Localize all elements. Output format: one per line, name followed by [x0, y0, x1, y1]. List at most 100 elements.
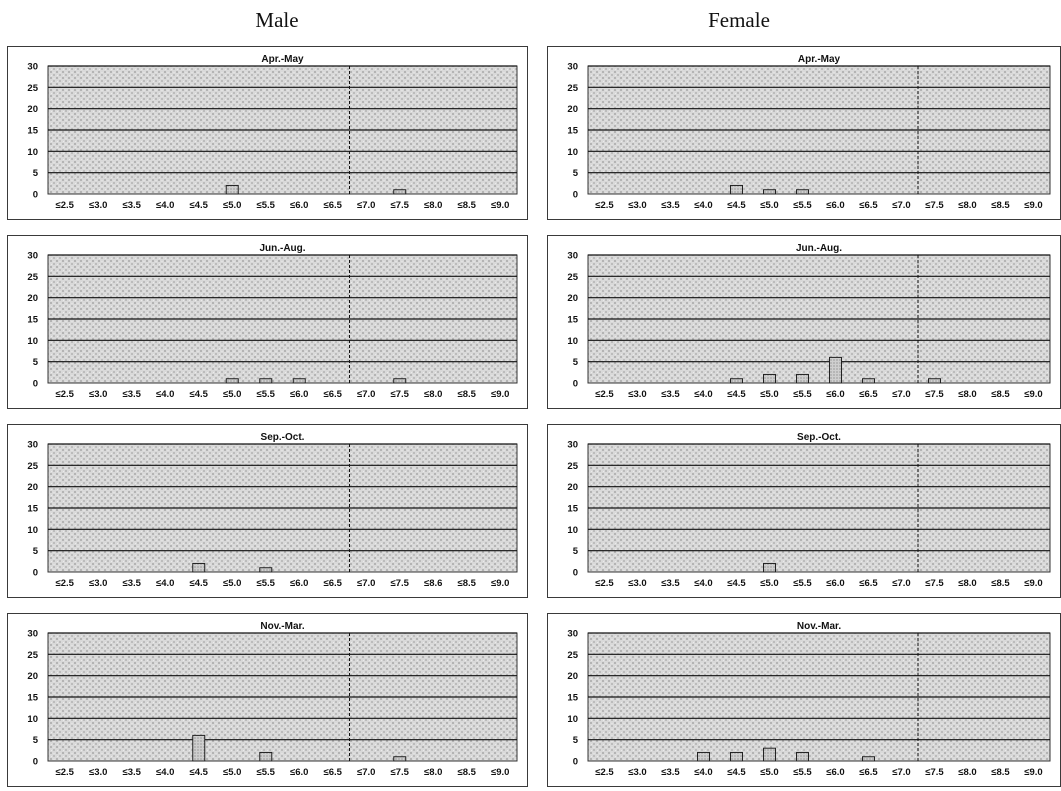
x-tick-label: ≤3.0 — [89, 389, 107, 400]
x-tick-label: ≤6.5 — [859, 389, 878, 400]
chart-title: Nov.-Mar. — [797, 621, 841, 632]
y-tick-label: 0 — [573, 379, 578, 390]
x-tick-label: ≤2.5 — [56, 767, 75, 778]
bar — [763, 747, 776, 762]
y-tick-label: 5 — [573, 168, 579, 179]
bar-chart: 0 5 10 15 20 25 30 ≤2.5 ≤3.0 ≤3.5 ≤4.0 ≤4.5 ≤5.0 ≤5.5… — [27, 243, 518, 400]
x-tick-label: ≤3.0 — [628, 389, 646, 400]
x-tick-label: ≤7.0 — [892, 200, 910, 211]
x-tick-label: ≤5.5 — [793, 578, 812, 589]
x-tick-label: ≤3.0 — [89, 200, 107, 211]
chart-title: Sep.-Oct. — [797, 432, 841, 443]
y-tick-label: 15 — [567, 693, 578, 704]
x-tick-label: ≤6.0 — [826, 578, 844, 589]
x-tick-label: ≤7.5 — [925, 767, 944, 778]
y-tick-label: 20 — [27, 671, 38, 682]
x-tick-label: ≤3.0 — [628, 578, 646, 589]
x-tick-label: ≤6.0 — [290, 389, 308, 400]
x-tick-label: ≤4.5 — [190, 767, 209, 778]
y-tick-label: 5 — [33, 357, 39, 368]
y-tick-label: 5 — [33, 168, 39, 179]
x-tick-label: ≤8.0 — [424, 389, 442, 400]
bar — [393, 756, 407, 762]
y-tick-label: 25 — [27, 272, 38, 283]
y-tick-label: 20 — [567, 671, 578, 682]
x-tick-label: ≤2.5 — [595, 767, 614, 778]
bar — [730, 184, 743, 195]
y-tick-label: 10 — [27, 714, 38, 725]
y-tick-label: 20 — [27, 293, 38, 304]
y-tick-label: 30 — [567, 629, 578, 640]
x-tick-label: ≤4.5 — [727, 578, 746, 589]
x-tick-label: ≤8.0 — [958, 389, 976, 400]
y-tick-label: 20 — [27, 104, 38, 115]
x-tick-label: ≤2.5 — [56, 200, 75, 211]
y-tick-label: 0 — [33, 190, 38, 201]
y-tick-label: 0 — [33, 568, 38, 579]
chart-panel-female-1: 0 5 10 15 20 25 30 ≤2.5 ≤3.0 ≤3.5 ≤4.0 ≤4.5 ≤5.0 ≤5.5… — [547, 46, 1061, 220]
x-tick-label: ≤4.0 — [694, 578, 712, 589]
y-tick-label: 0 — [573, 568, 578, 579]
bar — [730, 378, 743, 384]
bar-chart: 0 5 10 15 20 25 30 ≤2.5 ≤3.0 ≤3.5 ≤4.0 ≤4.5 ≤5.0 ≤5.5… — [567, 432, 1051, 589]
y-tick-label: 5 — [573, 357, 579, 368]
bar — [796, 373, 809, 384]
x-tick-label: ≤9.0 — [491, 389, 509, 400]
bar-chart: 0 5 10 15 20 25 30 ≤2.5 ≤3.0 ≤3.5 ≤4.0 ≤4.5 ≤5.0 ≤5.5… — [567, 621, 1051, 778]
bar — [763, 373, 776, 384]
y-tick-label: 10 — [567, 525, 578, 536]
x-tick-label: ≤2.5 — [56, 578, 75, 589]
y-tick-label: 30 — [567, 440, 578, 451]
y-tick-label: 30 — [567, 251, 578, 262]
x-tick-label: ≤5.0 — [760, 389, 778, 400]
x-tick-label: ≤9.0 — [491, 767, 509, 778]
x-tick-label: ≤9.0 — [491, 200, 509, 211]
x-tick-label: ≤7.0 — [892, 767, 910, 778]
y-tick-label: 25 — [27, 650, 38, 661]
y-tick-label: 10 — [567, 147, 578, 158]
bar — [763, 562, 776, 573]
y-tick-label: 0 — [33, 757, 38, 768]
chart-title: Sep.-Oct. — [261, 432, 305, 443]
x-tick-label: ≤7.5 — [925, 578, 944, 589]
y-tick-label: 0 — [33, 379, 38, 390]
y-tick-label: 10 — [27, 147, 38, 158]
y-tick-label: 15 — [567, 315, 578, 326]
x-tick-label: ≤5.5 — [257, 767, 276, 778]
x-tick-label: ≤4.0 — [156, 389, 174, 400]
bar — [763, 189, 776, 195]
y-tick-label: 15 — [27, 504, 38, 515]
bar — [225, 184, 239, 195]
x-tick-label: ≤5.0 — [223, 389, 241, 400]
y-tick-label: 25 — [567, 650, 578, 661]
bar — [393, 189, 407, 195]
x-tick-label: ≤7.5 — [391, 767, 410, 778]
x-tick-label: ≤3.0 — [628, 200, 646, 211]
bar — [259, 378, 273, 384]
chart-title: Apr.-May — [798, 54, 841, 65]
x-tick-label: ≤9.0 — [1024, 767, 1042, 778]
x-tick-label: ≤6.0 — [826, 389, 844, 400]
y-tick-label: 5 — [33, 735, 39, 746]
x-tick-label: ≤6.5 — [859, 578, 878, 589]
y-tick-label: 15 — [27, 315, 38, 326]
y-tick-label: 25 — [567, 83, 578, 94]
bar — [862, 378, 875, 384]
x-tick-label: ≤4.5 — [727, 389, 746, 400]
x-tick-label: ≤8.5 — [458, 767, 477, 778]
bar — [862, 756, 875, 762]
x-tick-label: ≤8.5 — [991, 767, 1010, 778]
x-tick-label: ≤7.5 — [925, 389, 944, 400]
x-tick-label: ≤6.0 — [826, 200, 844, 211]
y-tick-label: 25 — [27, 461, 38, 472]
x-tick-label: ≤8.0 — [424, 767, 442, 778]
x-tick-label: ≤9.0 — [1024, 578, 1042, 589]
y-tick-label: 10 — [27, 525, 38, 536]
y-tick-label: 5 — [573, 735, 579, 746]
x-tick-label: ≤8.5 — [458, 389, 477, 400]
x-tick-label: ≤3.5 — [123, 200, 142, 211]
chart-panel-male-4: 0 5 10 15 20 25 30 ≤2.5 ≤3.0 ≤3.5 ≤4.0 ≤4.5 ≤5.0 ≤5.5… — [7, 613, 528, 787]
bar-chart: 0 5 10 15 20 25 30 ≤2.5 ≤3.0 ≤3.5 ≤4.0 ≤4.5 ≤5.0 ≤5.5… — [27, 432, 518, 589]
chart-panel-female-2: 0 5 10 15 20 25 30 ≤2.5 ≤3.0 ≤3.5 ≤4.0 ≤4.5 ≤5.0 ≤5.5… — [547, 235, 1061, 409]
x-tick-label: ≤6.0 — [290, 578, 308, 589]
